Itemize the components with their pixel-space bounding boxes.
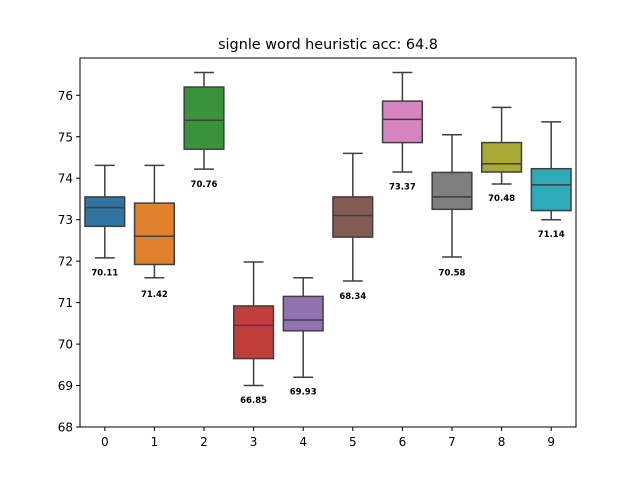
box-annotation: 70.48: [488, 194, 515, 204]
box-iqr: [431, 171, 473, 211]
box-annotation: 71.14: [538, 230, 565, 240]
box-annotation: 68.34: [339, 292, 366, 302]
box-annotation: 70.58: [439, 269, 466, 279]
box-iqr: [381, 100, 423, 144]
x-axis: 0 1 2 3 4 5 6 7 8 9: [101, 427, 555, 449]
y-tick-label: 69: [58, 379, 73, 393]
box-group-0: 70.11: [84, 164, 126, 279]
box-group-6: 73.37: [381, 71, 423, 192]
box-annotation: 73.37: [389, 182, 416, 192]
box-annotation: 69.93: [290, 388, 317, 398]
box-iqr: [530, 167, 572, 212]
y-tick-label: 71: [58, 296, 73, 310]
box-annotation: 70.76: [191, 180, 218, 190]
x-tick-label: 1: [151, 435, 159, 449]
box-group-3: 66.85: [233, 261, 275, 406]
x-tick-label: 5: [349, 435, 357, 449]
box-group-8: 70.48: [481, 106, 523, 204]
box-iqr: [133, 202, 175, 266]
box-group-5: 68.34: [332, 152, 374, 302]
box-iqr: [481, 141, 523, 173]
y-tick-label: 68: [58, 421, 73, 435]
y-tick-label: 75: [58, 130, 73, 144]
x-tick-label: 2: [200, 435, 208, 449]
box-annotation: 71.42: [141, 290, 168, 300]
y-tick-label: 72: [58, 255, 73, 269]
y-tick-label: 76: [58, 89, 73, 103]
box-iqr: [282, 295, 324, 332]
axes-frame: [79, 57, 577, 428]
y-axis: 68 69 70 71 72 73 74 75 76: [58, 89, 80, 435]
box-iqr: [233, 305, 275, 360]
box-group-7: 70.58: [431, 133, 473, 279]
box-iqr: [332, 196, 374, 238]
y-tick-label: 73: [58, 213, 73, 227]
y-tick-label: 74: [58, 172, 73, 186]
x-tick-label: 9: [547, 435, 555, 449]
box-annotation: 66.85: [240, 396, 267, 406]
box-group-2: 70.76: [183, 71, 225, 190]
box-iqr: [183, 86, 225, 150]
x-tick-label: 0: [101, 435, 109, 449]
box-annotation: 70.11: [91, 269, 118, 279]
box-group-9: 71.14: [530, 121, 572, 240]
x-tick-label: 3: [250, 435, 258, 449]
x-tick-label: 7: [448, 435, 456, 449]
chart-title: signle word heuristic acc: 64.8: [218, 37, 438, 53]
x-tick-label: 6: [399, 435, 407, 449]
box-iqr: [84, 196, 126, 228]
box-group-1: 71.42: [133, 164, 175, 300]
x-tick-label: 8: [498, 435, 506, 449]
y-tick-label: 70: [58, 338, 73, 352]
x-tick-label: 4: [299, 435, 307, 449]
plot-area: 70.11 71.42 70.76 66.85 69.93 68.34 73.37 70.58…: [84, 71, 572, 406]
box-group-4: 69.93: [282, 276, 324, 398]
